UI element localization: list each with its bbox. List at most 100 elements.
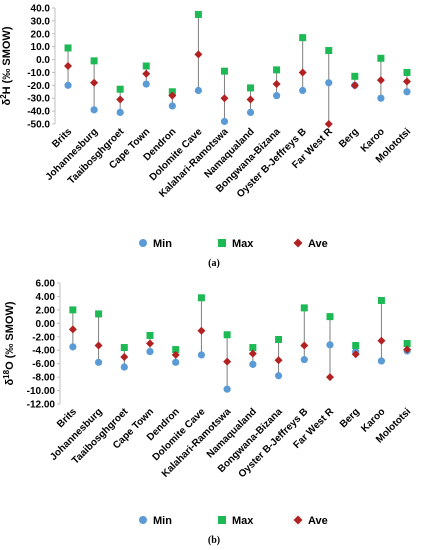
min-point	[120, 363, 128, 371]
min-point	[274, 372, 283, 380]
legend-max-marker	[218, 516, 226, 524]
max-point	[220, 67, 228, 75]
y-tick-label: 6.00	[36, 279, 56, 290]
y-tick-label: -8.00	[32, 373, 55, 384]
legend-max-marker	[218, 239, 226, 247]
y-tick-label: 0.00	[36, 319, 56, 330]
min-point	[403, 88, 411, 96]
y-tick-label: 20.0	[31, 29, 51, 40]
ave-point	[403, 345, 412, 354]
min-point	[69, 343, 77, 351]
ave-point	[350, 81, 359, 90]
y-axis-title-sup: 18	[2, 369, 11, 378]
y-axis-title-sup: 2	[0, 94, 8, 99]
max-point	[64, 44, 72, 52]
ave-point	[351, 350, 360, 359]
y-axis-title-rest: O (‰ SMOW)	[4, 301, 16, 370]
ave-point	[272, 80, 281, 89]
max-point	[95, 310, 103, 318]
max-point	[325, 47, 333, 55]
max-point	[403, 68, 411, 76]
min-point	[377, 357, 386, 365]
min-point	[325, 79, 333, 87]
legend-min-marker	[139, 239, 147, 247]
ave-point	[326, 373, 334, 382]
min-point	[326, 341, 334, 349]
y-tick-label: -30.0	[27, 94, 50, 105]
ave-point	[194, 50, 203, 59]
min-point	[64, 81, 72, 89]
y-tick-label: -10.00	[27, 386, 56, 397]
ave-point	[197, 326, 206, 335]
legend: Min Max Ave	[139, 238, 328, 250]
ave-point	[94, 341, 103, 350]
panel-label: (a)	[208, 258, 220, 269]
legend-label: Ave	[308, 515, 328, 527]
y-axis-title-main: δ	[1, 98, 13, 105]
legend-ave-marker	[293, 515, 303, 525]
min-point	[220, 117, 229, 126]
max-point	[146, 331, 154, 339]
max-point	[275, 335, 283, 343]
ave-point	[248, 349, 257, 358]
y-tick-label: -4.00	[32, 346, 55, 357]
min-point	[90, 106, 98, 114]
max-point	[352, 342, 360, 350]
chart-panel-2: 6.00 4.00 2.00 0.00 -2.00 -4.00 -6.00 -8.00 -10.…	[2, 279, 413, 547]
max-point	[142, 62, 150, 70]
max-point	[223, 331, 231, 339]
max-point	[249, 344, 257, 352]
y-tick-label: -6.00	[32, 359, 55, 370]
ave-point	[220, 94, 229, 103]
ave-point	[64, 62, 73, 70]
ave-point	[116, 95, 125, 104]
ave-point	[223, 357, 232, 366]
min-point	[172, 358, 180, 366]
ave-point	[402, 77, 411, 86]
min-point	[197, 351, 206, 359]
y-tick-label: -20.0	[27, 81, 50, 92]
y-tick-label: -12.00	[27, 400, 56, 411]
min-point	[299, 86, 307, 95]
max-point	[377, 296, 385, 304]
max-point	[172, 346, 180, 354]
ave-point	[324, 120, 333, 128]
ave-point	[300, 341, 309, 350]
min-point	[223, 385, 231, 393]
min-point	[94, 358, 103, 366]
ave-point	[120, 352, 129, 361]
min-point	[194, 86, 202, 95]
ave-point	[90, 78, 99, 87]
legend: Min Max Ave	[139, 515, 328, 527]
ave-point	[376, 76, 385, 85]
legend-label: Ave	[308, 238, 328, 250]
min-point	[146, 347, 154, 356]
ave-point	[246, 95, 255, 104]
max-point	[326, 313, 334, 321]
max-point	[69, 306, 77, 314]
panel-label: (b)	[208, 535, 220, 546]
ave-point	[274, 356, 283, 365]
max-point	[197, 294, 205, 302]
max-point	[90, 57, 98, 65]
legend-label: Max	[232, 515, 254, 527]
ave-point	[68, 325, 77, 334]
max-point	[351, 72, 359, 80]
y-tick-label: -2.00	[32, 332, 55, 343]
legend-label: Min	[153, 238, 172, 250]
y-tick-label: 30.0	[31, 16, 51, 27]
ave-point	[168, 91, 177, 100]
y-axis-title-main: δ	[4, 379, 16, 386]
max-point	[300, 304, 308, 312]
chart-panel-1: 40.030.0 20.0 10.0 0.0 -10.0 -20.0 -30.0 -40.0 -…	[0, 4, 413, 270]
max-point	[403, 340, 411, 347]
max-point	[247, 84, 255, 92]
max-point	[194, 10, 202, 18]
max-point	[299, 34, 307, 42]
max-point	[377, 54, 385, 62]
y-tick-label: -50.0	[27, 120, 50, 131]
y-tick-label: 10.0	[31, 42, 51, 53]
min-point	[300, 356, 308, 364]
y-axis-title-rest: H (‰ SMOW)	[1, 26, 13, 94]
